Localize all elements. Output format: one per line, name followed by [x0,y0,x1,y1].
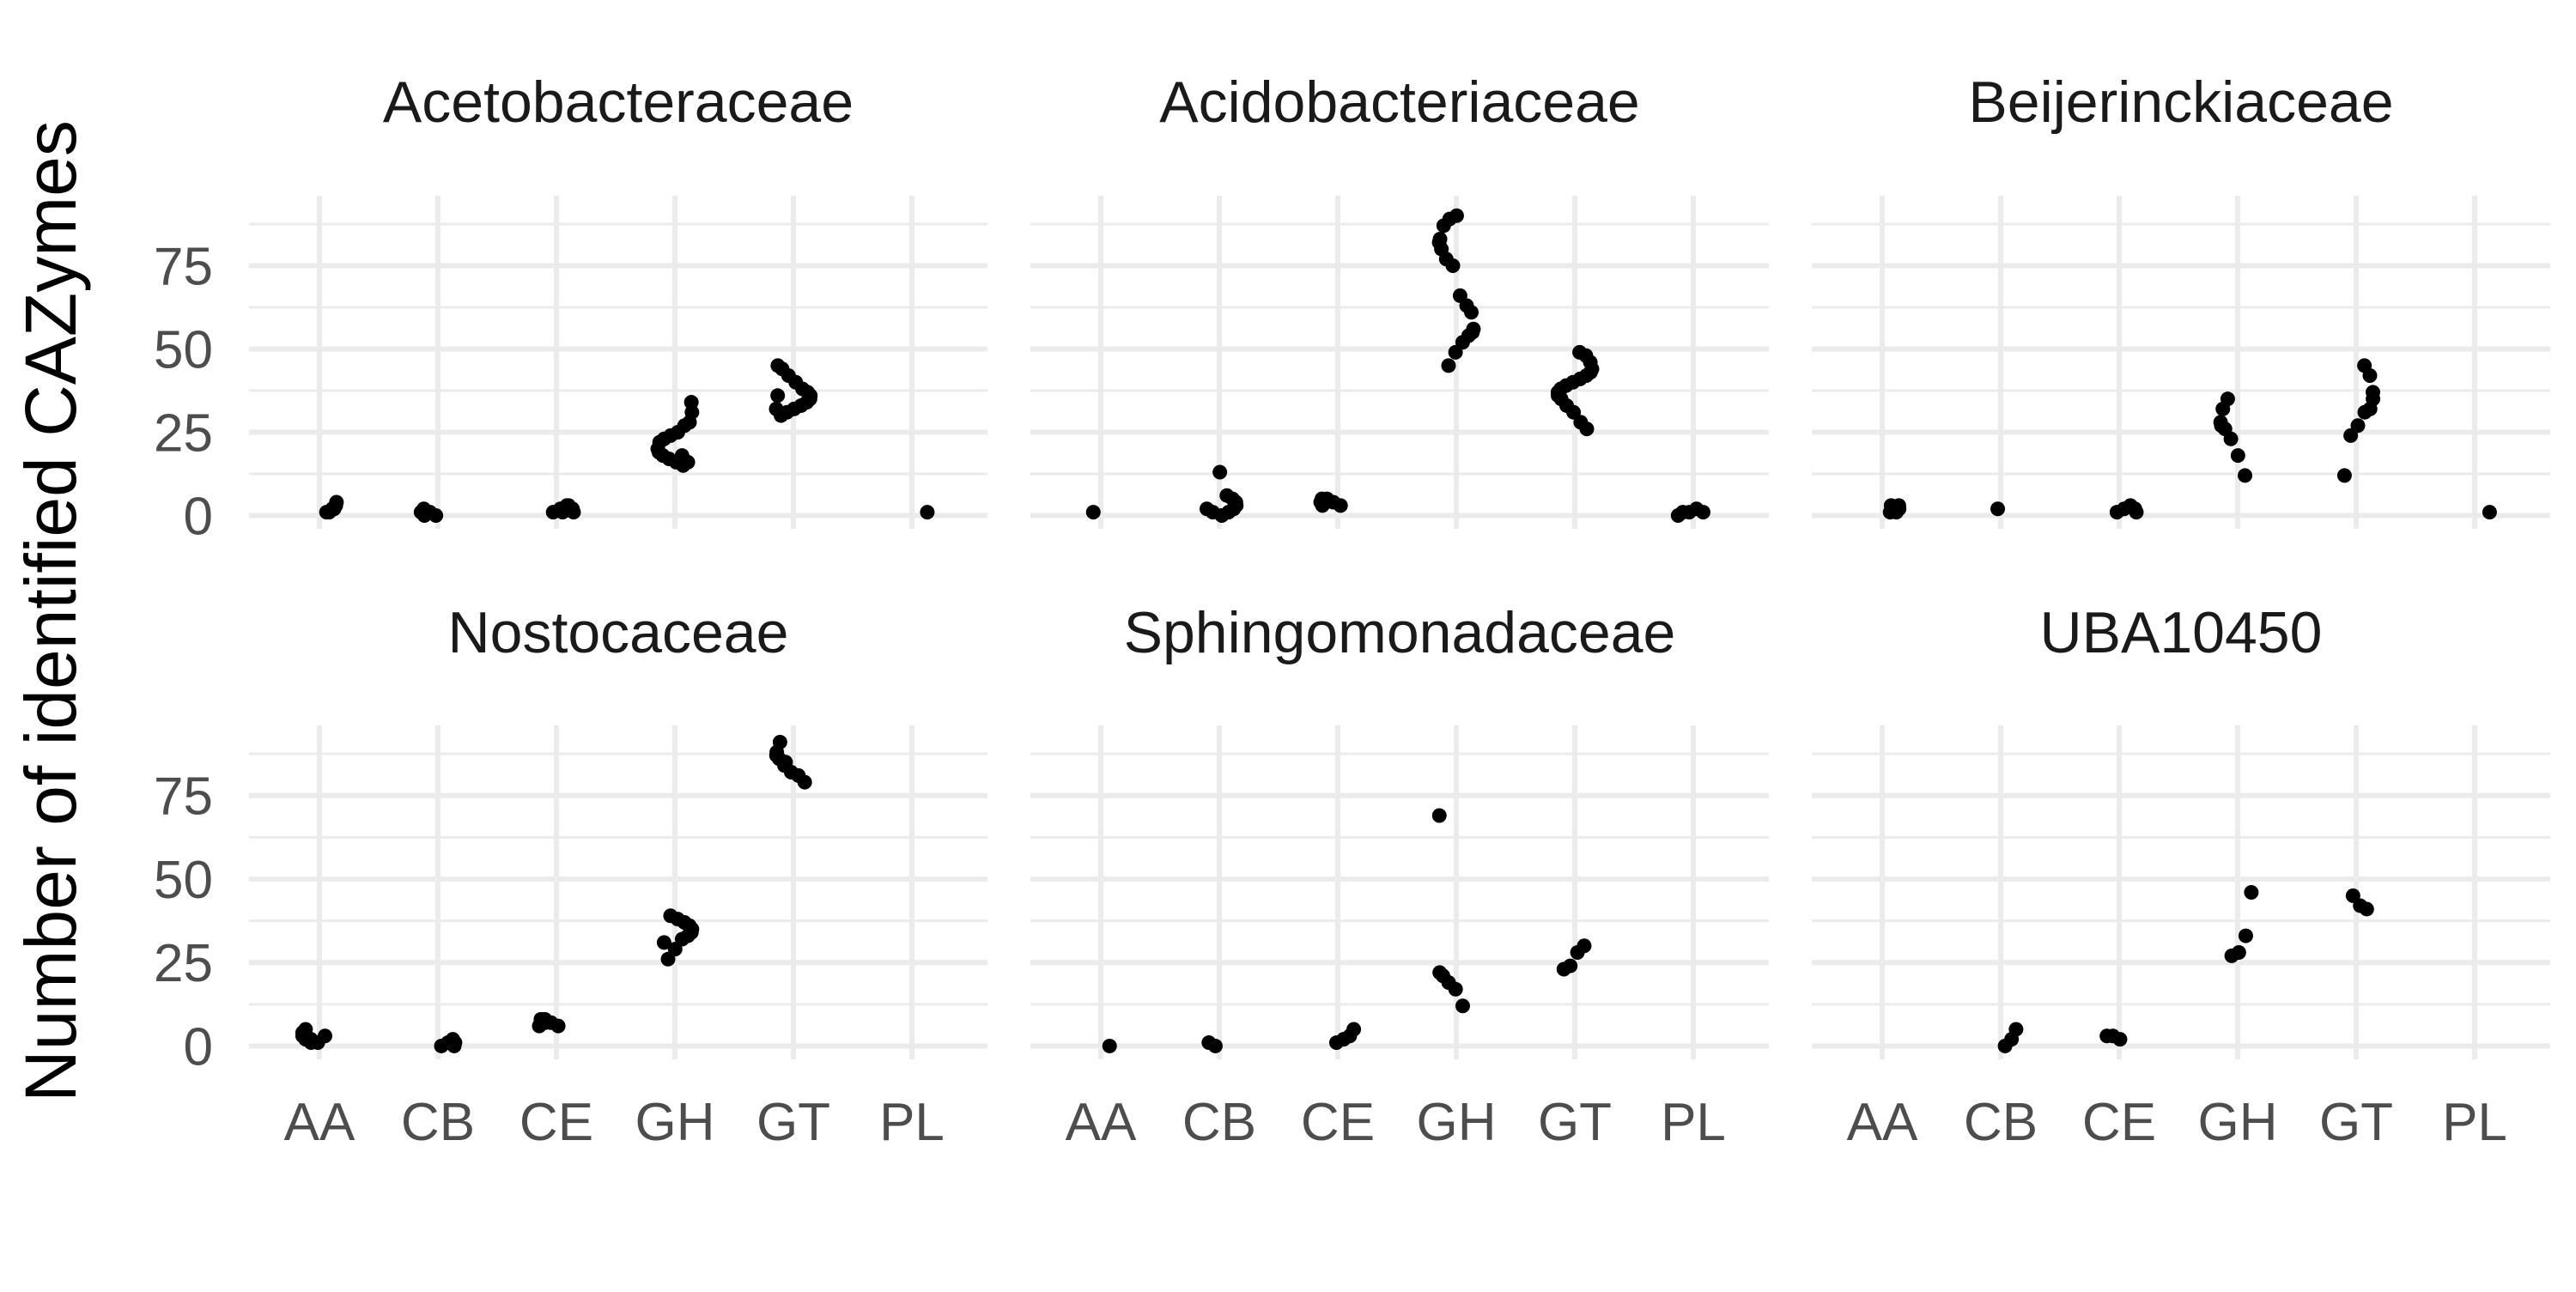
data-point [1563,958,1578,974]
data-point [1449,208,1464,223]
y-tick-label: 50 [154,851,213,910]
data-point [1219,488,1235,503]
data-point [1432,231,1448,246]
data-point [2213,415,2228,430]
data-point [2220,391,2235,407]
panel-title: Nostocaceae [448,600,789,665]
x-tick-label: GH [1417,1093,1497,1152]
data-point [1466,321,1481,337]
data-point [2345,888,2360,903]
x-tick-label: CB [1964,1093,2038,1152]
data-point [318,1028,333,1044]
data-point [538,1015,553,1030]
x-tick-label: CE [1301,1093,1375,1152]
data-point [663,908,678,924]
panel-title: Beijerinckiaceae [1968,70,2393,135]
y-axis-label: Number of identified CAZymes [10,120,91,1102]
data-point [2336,468,2352,483]
data-point [447,1038,462,1053]
x-tick-label: AA [1847,1093,1918,1152]
y-tick-label: 0 [184,1017,213,1077]
data-point [1990,501,2006,517]
x-tick-label: GT [2319,1093,2393,1152]
data-point [1577,938,1592,954]
data-point [1431,808,1447,823]
data-point [2482,505,2497,520]
data-point [422,505,438,520]
data-point [1883,498,1899,513]
data-point [683,395,699,410]
data-point [1432,965,1448,980]
data-point [1102,1038,1117,1053]
data-point [2366,385,2381,400]
data-point [1452,288,1467,303]
x-tick-label: PL [2442,1093,2507,1152]
data-point [1346,1022,1362,1037]
data-point [2231,945,2246,961]
panel-sphingomonadaceae: Sphingomonadaceae AA CB CE GH GT PL [1030,600,1769,1152]
data-point [656,935,671,950]
panel-title: Sphingomonadaceae [1124,600,1676,665]
y-tick-label: 0 [184,487,213,546]
data-point [1455,998,1470,1014]
data-point [2244,885,2259,900]
y-tick-label: 25 [154,403,213,463]
data-point [772,734,787,749]
data-point [2238,468,2253,483]
panel-title: Acetobacteraceae [383,70,854,135]
panel-nostocaceae: Nostocaceae 0 25 50 75 AA CB CE GH GT PL [154,600,987,1152]
x-tick-label: PL [1661,1093,1726,1152]
y-tick-label: 75 [154,767,213,827]
y-tick-label: 25 [154,934,213,993]
panel-beijerinckiaceae: Beijerinckiaceae [1812,70,2550,529]
panel-acetobacteraceae: Acetobacteraceae 0 25 50 75 [154,70,987,546]
data-point [769,401,784,416]
x-tick-label: GH [2198,1093,2278,1152]
data-point [778,755,793,770]
panel-title: Acidobacteriaceae [1159,70,1639,135]
data-point [2238,928,2253,943]
x-tick-label: GH [635,1093,715,1152]
x-tick-label: GT [1538,1093,1612,1152]
data-point [321,505,337,520]
x-tick-label: CB [1182,1093,1256,1152]
data-point [2357,358,2372,373]
x-tick-label: PL [879,1093,945,1152]
x-tick-label: CB [401,1093,475,1152]
data-point [920,505,935,520]
data-point [2099,1028,2115,1044]
data-point [1318,494,1334,510]
data-point [1199,501,1214,517]
data-point [1695,505,1710,520]
x-tick-label: CE [519,1093,593,1152]
x-tick-label: AA [284,1093,355,1152]
data-point [2127,501,2142,517]
data-point [674,448,690,464]
data-point [2008,1022,2024,1037]
panels-layer: Acetobacteraceae 0 25 50 75 Acidobacteriaceae… [154,70,2550,1152]
x-tick-label: AA [1066,1093,1137,1152]
data-point [1201,1035,1217,1051]
data-point [1441,358,1456,373]
panel-uba10450: UBA10450 AA CB CE GH GT PL [1812,600,2550,1152]
data-point [1572,344,1588,360]
data-point [2230,448,2245,464]
data-point [555,505,570,520]
data-point [1212,464,1228,480]
x-tick-label: CE [2082,1093,2156,1152]
x-tick-label: GT [756,1093,830,1152]
y-tick-label: 75 [154,237,213,296]
data-point [1085,505,1101,520]
data-point [2350,418,2366,434]
data-point [770,388,786,403]
y-tick-label: 50 [154,320,213,379]
panel-acidobacteriaceae: Acidobacteriaceae [1030,70,1769,529]
data-point [2353,898,2368,913]
panel-title: UBA10450 [2040,600,2323,665]
data-point [770,358,786,373]
